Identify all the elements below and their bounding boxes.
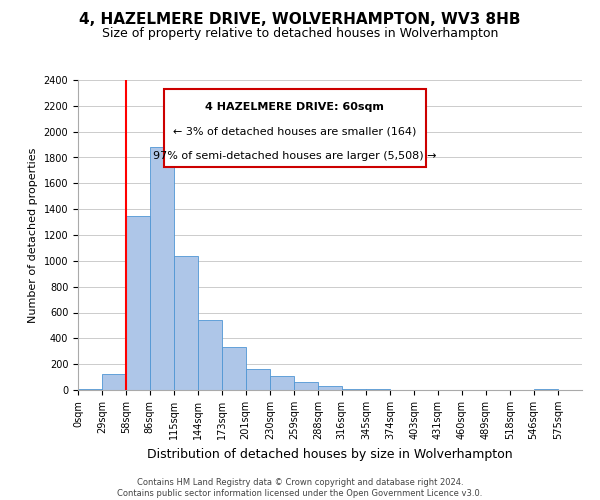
Bar [127, 216, 150, 390]
Bar [246, 368, 270, 390]
Y-axis label: Number of detached properties: Number of detached properties [28, 148, 38, 322]
Text: ← 3% of detached houses are smaller (164): ← 3% of detached houses are smaller (164… [173, 126, 416, 136]
Text: 4, HAZELMERE DRIVE, WOLVERHAMPTON, WV3 8HB: 4, HAZELMERE DRIVE, WOLVERHAMPTON, WV3 8… [79, 12, 521, 28]
FancyBboxPatch shape [164, 90, 426, 167]
Bar [150, 147, 174, 390]
X-axis label: Distribution of detached houses by size in Wolverhampton: Distribution of detached houses by size … [147, 448, 513, 460]
Bar [223, 346, 246, 390]
Bar [294, 382, 319, 390]
Bar [198, 320, 223, 390]
Text: 97% of semi-detached houses are larger (5,508) →: 97% of semi-detached houses are larger (… [153, 152, 436, 162]
Bar [174, 256, 198, 390]
Bar [319, 386, 341, 390]
Text: 4 HAZELMERE DRIVE: 60sqm: 4 HAZELMERE DRIVE: 60sqm [205, 102, 384, 112]
Bar [270, 376, 294, 390]
Text: Size of property relative to detached houses in Wolverhampton: Size of property relative to detached ho… [102, 28, 498, 40]
Bar [102, 374, 127, 390]
Bar [341, 388, 366, 390]
Text: Contains HM Land Registry data © Crown copyright and database right 2024.
Contai: Contains HM Land Registry data © Crown c… [118, 478, 482, 498]
